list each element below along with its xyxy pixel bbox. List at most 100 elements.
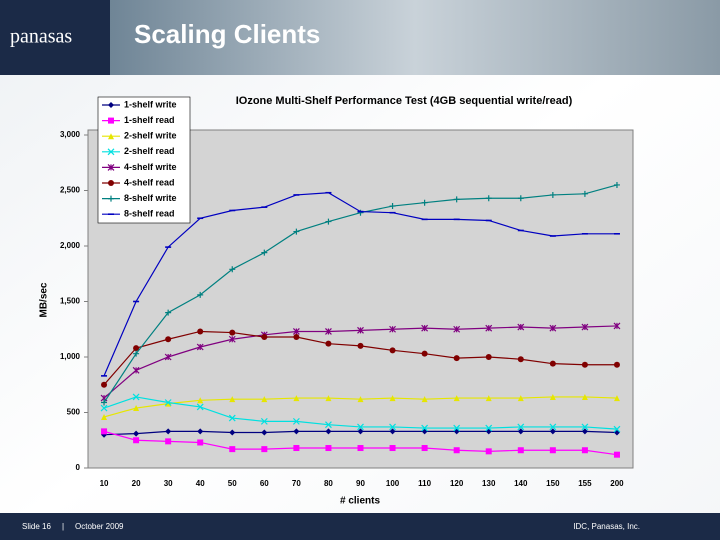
legend-label: 2-shelf read (124, 146, 175, 156)
marker (613, 361, 620, 368)
marker (260, 417, 268, 425)
marker (581, 447, 588, 454)
marker (517, 323, 525, 331)
marker (613, 425, 621, 433)
marker (357, 209, 364, 216)
footer-band (0, 513, 720, 540)
marker (549, 360, 556, 367)
marker (453, 355, 460, 362)
logo-box (0, 0, 110, 75)
marker (165, 309, 172, 316)
marker (229, 266, 236, 273)
legend-label: 1-shelf write (124, 99, 177, 109)
marker (133, 430, 140, 437)
x-tick-label: 140 (514, 479, 528, 488)
y-tick-label: 3,000 (60, 130, 81, 139)
marker (549, 191, 556, 198)
y-tick-label: 2,500 (60, 186, 81, 195)
marker (517, 447, 524, 454)
marker (101, 428, 108, 435)
marker (357, 396, 364, 403)
x-tick-label: 155 (578, 479, 592, 488)
x-tick-label: 50 (228, 479, 237, 488)
marker (581, 323, 589, 331)
marker (453, 395, 460, 402)
legend-label: 8-shelf read (124, 209, 175, 219)
marker (357, 326, 364, 334)
marker (421, 350, 428, 357)
marker (613, 181, 620, 188)
marker (357, 428, 364, 435)
marker (133, 350, 140, 357)
marker (613, 322, 621, 330)
marker (581, 428, 588, 435)
marker (549, 423, 557, 431)
slide-title: Scaling Clients (134, 19, 320, 49)
series (101, 328, 620, 388)
marker (421, 424, 429, 432)
marker (389, 347, 396, 354)
marker (132, 393, 140, 401)
marker (485, 395, 492, 402)
legend-marker (108, 195, 114, 202)
marker (549, 324, 557, 332)
marker (485, 324, 493, 332)
marker (389, 445, 396, 452)
marker (389, 395, 396, 402)
marker (357, 342, 364, 349)
x-tick-label: 30 (164, 479, 173, 488)
marker (357, 445, 364, 452)
marker (453, 196, 460, 203)
series (100, 393, 621, 433)
marker (421, 396, 428, 403)
marker (228, 414, 236, 422)
marker (133, 345, 140, 352)
marker (421, 445, 428, 452)
x-axis-label: # clients (340, 496, 380, 507)
chart-title: IOzone Multi-Shelf Performance Test (4GB… (236, 95, 573, 107)
x-tick-label: 120 (450, 479, 464, 488)
legend-label: 8-shelf write (124, 193, 177, 203)
marker (261, 429, 268, 436)
marker (357, 423, 364, 431)
x-tick-label: 60 (260, 479, 269, 488)
marker (517, 395, 524, 402)
x-tick-label: 110 (418, 479, 431, 488)
marker (229, 446, 236, 453)
x-tick-label: 10 (100, 479, 109, 488)
marker (325, 395, 332, 402)
marker (197, 328, 204, 335)
marker (229, 396, 236, 403)
y-tick-label: 2,000 (60, 241, 81, 250)
marker (133, 405, 140, 412)
legend-marker (108, 117, 114, 124)
y-tick-label: 1,500 (60, 297, 81, 306)
marker (421, 199, 428, 206)
x-tick-label: 130 (482, 479, 496, 488)
marker (101, 413, 108, 420)
marker (165, 400, 172, 407)
marker (228, 335, 236, 343)
marker (165, 438, 172, 445)
marker (229, 329, 236, 336)
marker (325, 428, 332, 435)
series (101, 181, 620, 406)
marker (485, 448, 492, 455)
x-tick-label: 40 (196, 479, 205, 488)
marker (165, 336, 172, 343)
marker (613, 451, 620, 458)
marker (453, 447, 460, 454)
series (101, 191, 620, 377)
footer-date: October 2009 (75, 522, 124, 531)
logo: panasas (10, 26, 72, 48)
x-tick-label: 80 (324, 479, 333, 488)
marker (261, 446, 268, 453)
marker (293, 228, 300, 235)
marker (517, 428, 524, 435)
marker (549, 447, 556, 454)
series (101, 393, 620, 420)
x-tick-label: 100 (386, 479, 400, 488)
marker (453, 424, 461, 432)
legend-marker (108, 102, 114, 108)
x-tick-label: 90 (356, 479, 365, 488)
